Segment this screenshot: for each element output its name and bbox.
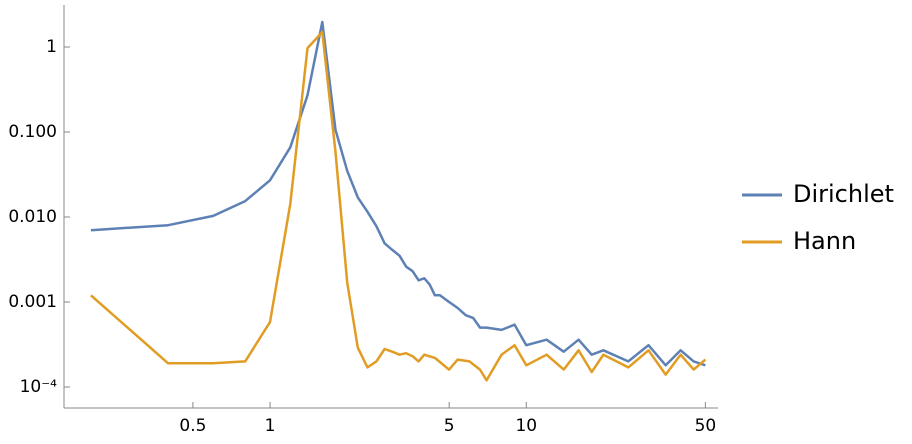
y-tick-label: 10⁻⁴	[20, 377, 58, 397]
y-tick-label: 0.001	[8, 292, 57, 312]
y-tick-label: 0.100	[8, 122, 57, 142]
x-tick-label: 50	[695, 416, 717, 436]
x-tick-label: 10	[515, 416, 537, 436]
series-line	[90, 30, 707, 382]
x-tick-label: 1	[265, 416, 276, 436]
series-line	[90, 20, 706, 367]
y-tick-label: 0.010	[8, 207, 57, 227]
y-tick-label: 1	[46, 37, 57, 57]
x-tick-label: 0.5	[179, 416, 206, 436]
legend-label: Dirichlet	[793, 180, 894, 208]
legend-label: Hann	[793, 227, 856, 255]
legend: Dirichlet Hann	[742, 180, 894, 255]
x-tick-label: 5	[444, 416, 455, 436]
